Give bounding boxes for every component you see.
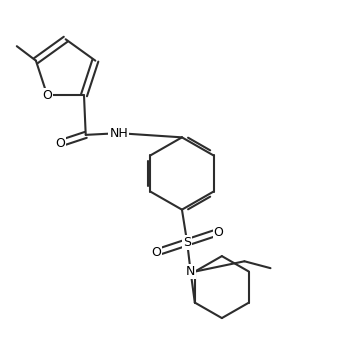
Text: O: O: [151, 246, 161, 259]
Text: NH: NH: [109, 127, 128, 139]
Text: S: S: [183, 236, 191, 249]
Text: O: O: [214, 226, 223, 238]
Text: O: O: [55, 137, 65, 150]
Text: N: N: [186, 265, 195, 278]
Text: O: O: [42, 89, 52, 102]
